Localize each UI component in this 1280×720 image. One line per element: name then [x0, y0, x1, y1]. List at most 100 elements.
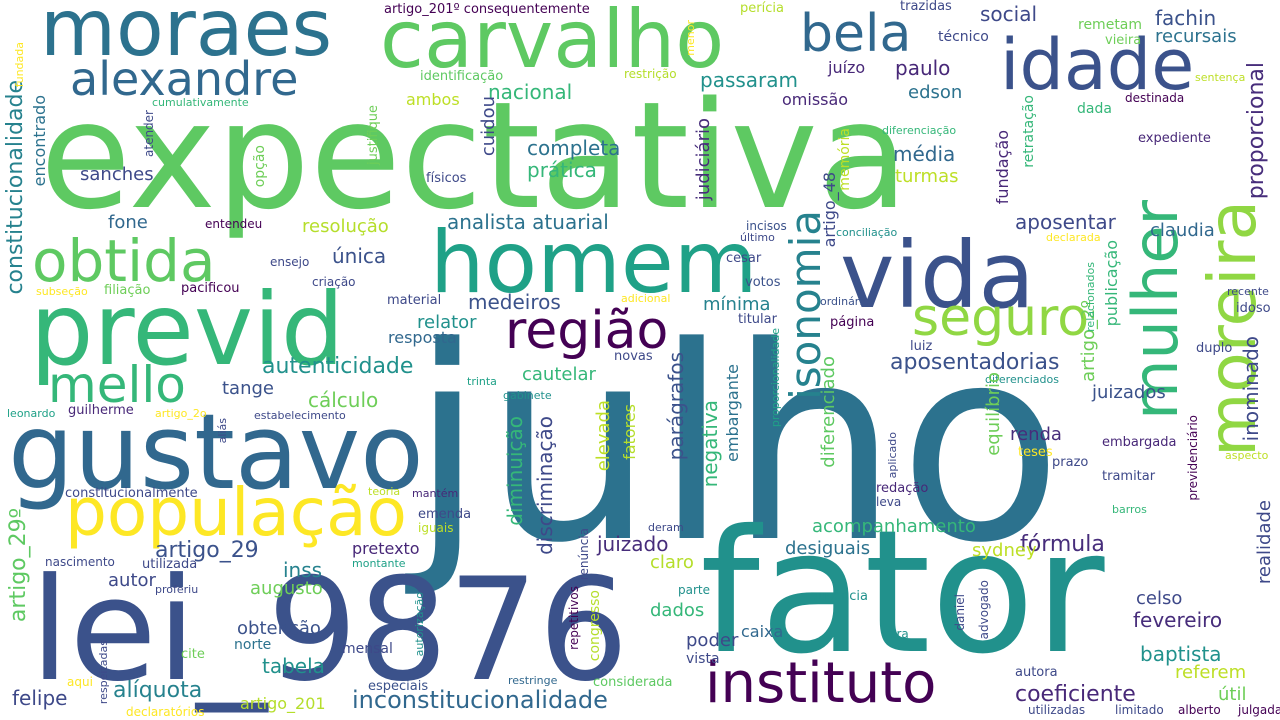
word-media: média	[893, 142, 956, 166]
word-teoria: teoria	[368, 485, 401, 498]
word-titular: titular	[738, 312, 777, 327]
word-resposta: resposta	[388, 328, 457, 347]
word-referem: referem	[1175, 662, 1247, 683]
word-leva: leva	[876, 495, 902, 509]
word-ordinario: ordinário	[820, 295, 870, 308]
word-elevada: elevada	[593, 400, 614, 472]
word-repetitivos: repetitivos	[567, 586, 581, 650]
word-proporcional: proporcional	[1244, 62, 1269, 200]
word-expediente: expediente	[1138, 131, 1211, 146]
word-renuncia: renúncia	[577, 528, 591, 581]
word-fone: fone	[108, 212, 148, 233]
word-poder: poder	[686, 630, 739, 651]
word-relator: relator	[417, 312, 477, 333]
word-daniel: daniel	[953, 594, 967, 631]
word-juizado: juizado	[597, 532, 669, 556]
word-artigo-29o: artigo_29º	[6, 508, 31, 623]
word-artigo-201o-consequentemente: artigo_201º consequentemente	[384, 2, 590, 17]
word-advogado: advogado	[977, 580, 991, 640]
word-prazo: prazo	[1052, 455, 1089, 470]
word-julgada: julgada	[1238, 703, 1280, 717]
word-autorizacao: autorização	[413, 592, 426, 657]
word-obtencao: obtenção	[237, 618, 321, 639]
word-dada: dada	[1077, 101, 1112, 117]
word-idoso: idoso	[1236, 301, 1271, 316]
word-equilibrio: equilíbrio	[983, 372, 1004, 456]
word-autor: autor	[108, 570, 156, 591]
word-tramitar: tramitar	[1102, 469, 1156, 484]
word-analista-atuarial: analista atuarial	[447, 210, 609, 234]
word-acompanhamento: acompanhamento	[812, 516, 976, 537]
word-parte: parte	[678, 583, 710, 597]
word-carvalho: carvalho	[380, 0, 725, 86]
word-social: social	[980, 2, 1038, 26]
word-restricao: restrição	[624, 67, 677, 81]
word-leonardo: leonardo	[7, 407, 56, 420]
word-opcao: opção	[252, 145, 268, 188]
word-caixa: caixa	[741, 622, 784, 641]
word-claudia: claudia	[1150, 220, 1215, 241]
word-menor: menor	[684, 20, 697, 56]
word-dados: dados	[650, 600, 705, 621]
word-seguro: seguro	[912, 288, 1090, 348]
word-artigo-2o: artigo_2o	[155, 407, 207, 420]
word-fatores: fatores	[620, 404, 639, 460]
word-ensejo: ensejo	[270, 255, 310, 269]
word-nacional: nacional	[488, 80, 573, 104]
word-montante: montante	[352, 557, 406, 570]
word-aplicado: aplicado	[886, 432, 899, 479]
word-idade: idade	[1000, 24, 1195, 106]
word-aposentar: aposentar	[1015, 210, 1116, 234]
word-diferenciado: diferenciado	[818, 356, 839, 468]
word-sentenca: sentença	[1195, 71, 1246, 84]
word-completa: completa	[527, 136, 621, 160]
word-filiacao: filiação	[104, 283, 151, 298]
word-sydney: sydney	[972, 540, 1037, 561]
word-pretexto: pretexto	[352, 539, 420, 558]
word-remetam: remetam	[1078, 17, 1143, 33]
word-judiciario: judiciário	[693, 118, 714, 201]
word-cumulativamente: cumulativamente	[152, 96, 249, 109]
word-tange: tange	[222, 378, 274, 399]
word-aspecto: aspecto	[1225, 449, 1269, 462]
word-previdenciario: previdenciário	[1186, 415, 1200, 501]
word-diferenciacao: diferenciação	[882, 124, 957, 137]
word-identificacao: identificação	[420, 69, 504, 84]
word-omissao: omissão	[782, 90, 849, 109]
word-congresso: congresso	[587, 590, 603, 662]
word-publicacao: publicação	[1102, 240, 1121, 327]
word-medeiros: medeiros	[468, 290, 561, 314]
word-proporcionalidade: proporcionalidade	[769, 328, 782, 428]
word-guilherme: guilherme	[68, 403, 134, 418]
word-declaratorios: declaratórios	[126, 705, 205, 719]
word-celso: celso	[1136, 588, 1183, 609]
word-barros: barros	[1112, 503, 1147, 516]
word-vieira: vieira	[1105, 33, 1142, 48]
word-relacionados: relacionados	[1084, 262, 1097, 332]
word-previd: previd	[30, 271, 345, 388]
word-alexandre: alexandre	[70, 52, 299, 106]
word-justifique: justifique	[366, 105, 381, 166]
word-duplo: duplo	[1196, 341, 1233, 356]
word-tabela: tabela	[262, 654, 325, 678]
word-obtida: obtida	[32, 227, 216, 295]
word-cautelar: cautelar	[522, 364, 596, 385]
word-trinta: trinta	[467, 375, 497, 388]
word-pagina: página	[830, 315, 875, 330]
word-autora: autora	[1015, 665, 1058, 680]
word-negativa: negativa	[698, 400, 722, 488]
word-declarada: declarada	[1046, 231, 1101, 244]
word-gustavo: gustavo	[8, 391, 424, 513]
word-alias: aliás	[216, 418, 229, 444]
word-julho: julho	[410, 290, 1063, 602]
word-destinada: destinada	[1125, 91, 1185, 105]
word-respeitadas: respeitadas	[97, 640, 110, 705]
word-aliquota: alíquota	[113, 678, 203, 703]
word-embargada: embargada	[1102, 435, 1177, 450]
word-cuidou: cuidou	[478, 96, 499, 157]
word-pacificou: pacificou	[181, 281, 240, 296]
word-teses: teses	[1018, 445, 1053, 460]
word-conciliacao: conciliação	[836, 226, 898, 239]
word-ausencia: ausência	[810, 589, 868, 604]
